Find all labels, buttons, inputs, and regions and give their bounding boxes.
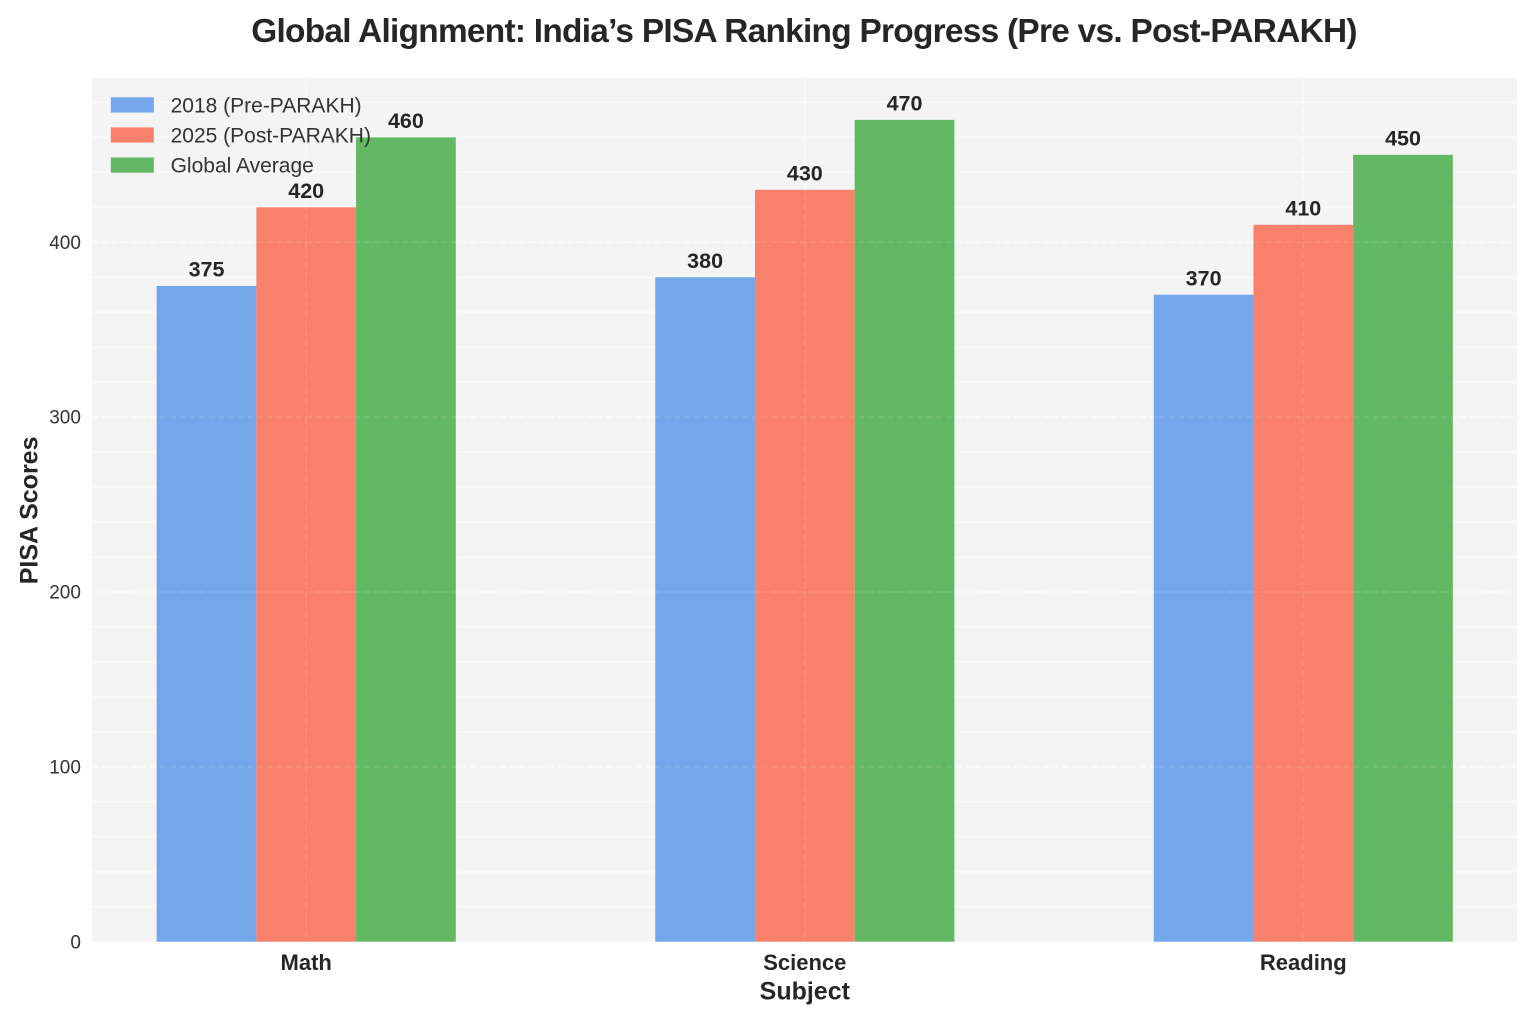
svg-text:410: 410 bbox=[1285, 196, 1321, 220]
svg-text:380: 380 bbox=[687, 249, 723, 273]
svg-text:470: 470 bbox=[887, 92, 923, 116]
svg-text:Math: Math bbox=[281, 950, 332, 975]
svg-text:200: 200 bbox=[49, 583, 81, 604]
svg-text:2018 (Pre-PARAKH): 2018 (Pre-PARAKH) bbox=[171, 94, 362, 117]
svg-text:Reading: Reading bbox=[1260, 950, 1347, 975]
svg-text:Global Alignment: India’s PISA: Global Alignment: India’s PISA Ranking P… bbox=[251, 13, 1357, 50]
svg-text:PISA Scores: PISA Scores bbox=[16, 437, 44, 585]
svg-text:100: 100 bbox=[49, 757, 81, 778]
svg-text:430: 430 bbox=[787, 161, 823, 185]
svg-text:420: 420 bbox=[288, 179, 324, 203]
svg-text:370: 370 bbox=[1186, 266, 1222, 290]
svg-text:375: 375 bbox=[189, 258, 225, 282]
svg-text:400: 400 bbox=[49, 233, 81, 254]
svg-text:300: 300 bbox=[49, 408, 81, 429]
svg-text:Subject: Subject bbox=[760, 977, 851, 1005]
svg-text:2025 (Post-PARAKH): 2025 (Post-PARAKH) bbox=[171, 125, 371, 148]
svg-text:460: 460 bbox=[388, 109, 424, 133]
svg-text:0: 0 bbox=[70, 932, 81, 953]
svg-text:Science: Science bbox=[763, 950, 846, 975]
svg-text:Global Average: Global Average bbox=[171, 155, 314, 178]
svg-text:450: 450 bbox=[1385, 126, 1421, 150]
